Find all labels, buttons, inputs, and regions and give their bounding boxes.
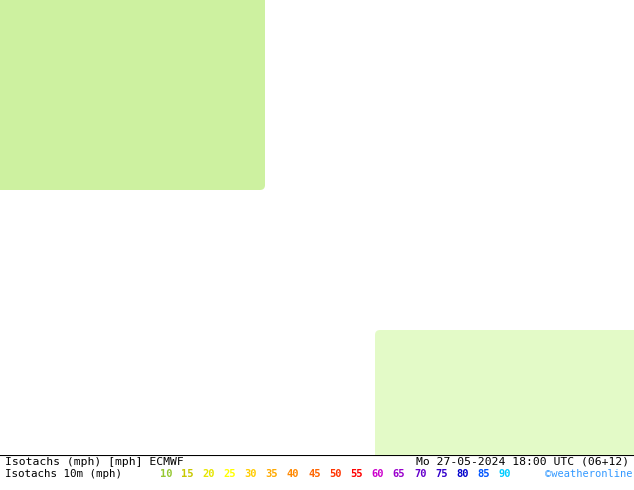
Text: Mo 27-05-2024 18:00 UTC (06+12): Mo 27-05-2024 18:00 UTC (06+12) [416, 457, 629, 467]
Text: ©weatheronline.co.uk: ©weatheronline.co.uk [545, 469, 634, 479]
Text: 20: 20 [202, 469, 215, 479]
Text: 75: 75 [435, 469, 448, 479]
Text: 70: 70 [414, 469, 427, 479]
Text: 50: 50 [329, 469, 342, 479]
Text: 80: 80 [456, 469, 469, 479]
FancyBboxPatch shape [0, 0, 265, 190]
Text: 45: 45 [308, 469, 321, 479]
FancyBboxPatch shape [375, 330, 634, 460]
Text: 35: 35 [266, 469, 278, 479]
Text: 15: 15 [181, 469, 193, 479]
Text: 10: 10 [160, 469, 172, 479]
Text: 85: 85 [477, 469, 490, 479]
Text: Isotachs 10m (mph): Isotachs 10m (mph) [5, 469, 122, 479]
Text: 90: 90 [499, 469, 511, 479]
Text: Isotachs (mph) [mph] ECMWF: Isotachs (mph) [mph] ECMWF [5, 457, 184, 467]
Text: 25: 25 [223, 469, 236, 479]
Text: 55: 55 [351, 469, 363, 479]
Text: 30: 30 [245, 469, 257, 479]
Text: 40: 40 [287, 469, 299, 479]
Text: 60: 60 [372, 469, 384, 479]
Text: 65: 65 [393, 469, 405, 479]
